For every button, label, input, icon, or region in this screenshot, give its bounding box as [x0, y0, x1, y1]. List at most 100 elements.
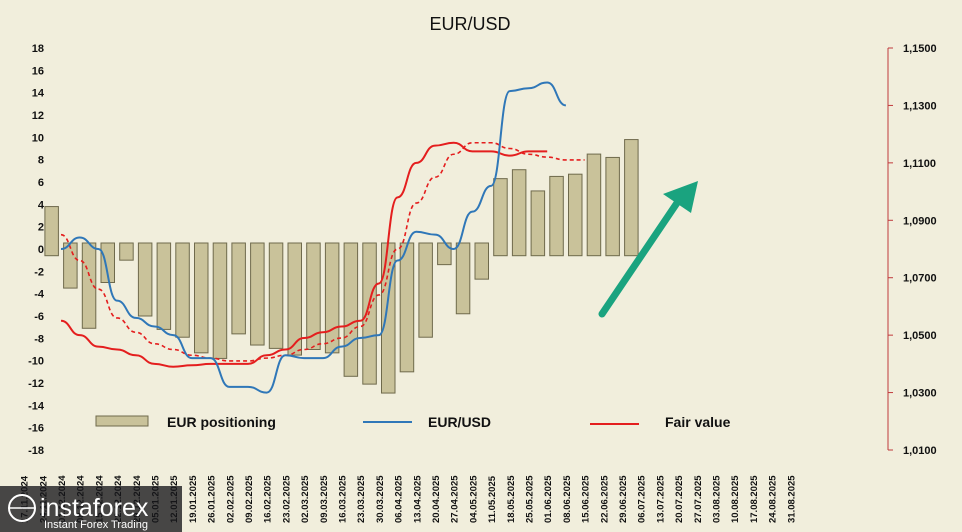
fair-value-line	[60, 141, 548, 368]
left-tick-label: -18	[28, 445, 44, 457]
x-tick-label: 17.08.2025	[749, 475, 760, 523]
x-tick-label: 19.01.2025	[188, 475, 199, 523]
positioning-bar	[455, 242, 471, 315]
x-tick-label: 04.05.2025	[468, 475, 479, 523]
x-tick-label: 30.03.2025	[375, 475, 386, 523]
left-tick-label: 16	[32, 65, 44, 77]
x-tick-label: 09.02.2025	[244, 475, 255, 523]
right-tick-label: 1,1300	[903, 100, 937, 112]
right-tick-label: 1,0900	[903, 215, 937, 227]
x-tick-label: 24.08.2025	[768, 475, 779, 523]
positioning-bar	[324, 242, 340, 354]
x-tick-label: 20.07.2025	[674, 475, 685, 523]
legend: EUR positioning EUR/USD Fair value	[95, 414, 731, 430]
x-tick-label: 18.05.2025	[506, 475, 517, 523]
legend-label-fair-value: Fair value	[665, 414, 731, 430]
x-tick-label: 16.02.2025	[263, 475, 274, 523]
logo: instaforex Instant Forex Trading	[0, 486, 182, 532]
positioning-bar	[530, 190, 546, 257]
x-tick-label: 20.04.2025	[431, 475, 442, 523]
logo-tagline: Instant Forex Trading	[44, 519, 148, 531]
positioning-bar	[418, 242, 433, 338]
x-tick-label: 22.06.2025	[599, 475, 610, 523]
left-tick-label: -2	[34, 266, 44, 278]
chart-title: EUR/USD	[429, 14, 510, 34]
positioning-bar	[568, 173, 583, 257]
positioning-bar	[474, 242, 489, 280]
positioning-bar	[605, 156, 620, 257]
x-tick-label: 03.08.2025	[712, 475, 723, 523]
positioning-bar	[100, 242, 115, 283]
x-tick-label: 16.03.2025	[338, 475, 349, 523]
positioning-bar	[44, 206, 59, 257]
x-tick-label: 08.06.2025	[562, 475, 573, 523]
positioning-bar	[119, 242, 134, 261]
left-tick-label: 4	[38, 199, 45, 211]
positioning-bar	[156, 242, 172, 330]
x-tick-label: 02.03.2025	[300, 475, 311, 523]
x-tick-label: 27.04.2025	[450, 475, 461, 523]
positioning-bar	[511, 169, 527, 257]
legend-swatch-positioning	[95, 415, 149, 427]
right-tick-label: 1,1500	[903, 43, 937, 55]
positioning-bar	[250, 242, 265, 346]
left-tick-label: 6	[38, 177, 44, 189]
right-tick-label: 1,1100	[903, 158, 936, 170]
positioning-bar	[63, 242, 78, 289]
right-tick-label: 1,0300	[903, 388, 937, 400]
positioning-bar	[268, 242, 284, 349]
left-tick-label: 2	[38, 222, 44, 234]
left-tick-label: -12	[28, 378, 44, 390]
x-tick-label: 15.06.2025	[581, 475, 592, 523]
x-tick-label: 02.02.2025	[225, 475, 236, 523]
left-tick-label: 10	[32, 132, 44, 144]
x-tick-label: 27.07.2025	[693, 475, 704, 523]
left-tick-label: -14	[28, 400, 45, 412]
right-tick-label: 1,0500	[903, 330, 937, 342]
x-tick-label: 23.02.2025	[281, 475, 292, 523]
left-tick-label: -4	[34, 289, 45, 301]
legend-label-positioning: EUR positioning	[167, 414, 276, 430]
right-tick-label: 1,0100	[903, 445, 937, 457]
left-tick-label: -6	[34, 311, 44, 323]
left-tick-label: 12	[32, 110, 44, 122]
left-tick-label: -16	[28, 423, 44, 435]
legend-label-eurusd: EUR/USD	[428, 414, 491, 430]
x-tick-label: 11.05.2025	[487, 475, 498, 523]
positioning-bar	[306, 242, 321, 350]
left-tick-label: -8	[34, 333, 44, 345]
positioning-bar	[493, 178, 508, 257]
positioning-bar	[549, 175, 564, 257]
logo-name: instaforex	[40, 494, 149, 522]
positioning-bar	[175, 242, 190, 338]
x-tick-label: 06.07.2025	[637, 475, 648, 523]
left-tick-label: 14	[32, 88, 45, 100]
x-tick-label: 26.01.2025	[207, 475, 218, 523]
x-tick-label: 13.04.2025	[412, 475, 423, 523]
positioning-bar	[212, 242, 228, 359]
positioning-bar	[586, 153, 602, 257]
positioning-bar	[287, 242, 302, 356]
positioning-bar	[137, 242, 153, 317]
left-tick-label: 8	[38, 155, 44, 167]
x-tick-label: 09.03.2025	[319, 475, 330, 523]
arrow-shaft	[598, 193, 685, 318]
left-tick-label: 18	[32, 43, 44, 55]
left-tick-label: 0	[38, 244, 44, 256]
positioning-bar	[343, 242, 359, 377]
eur-usd-line	[60, 81, 567, 394]
x-tick-label: 25.05.2025	[525, 475, 536, 523]
x-tick-label: 10.08.2025	[730, 475, 741, 523]
x-tick-label: 06.04.2025	[394, 475, 405, 523]
positioning-bar	[624, 139, 639, 257]
right-tick-label: 1,0700	[903, 273, 937, 285]
upward-arrow	[598, 181, 698, 318]
positioning-bar	[362, 242, 377, 385]
x-tick-label: 23.03.2025	[356, 475, 367, 523]
fair-value-moving-average--line	[60, 141, 585, 362]
logo-background	[0, 486, 182, 532]
x-tick-label: 13.07.2025	[655, 475, 666, 523]
right-axis: 1,0100 1,0300 1,0500 1,0700 1,0900 1,1100 1,13…	[888, 43, 937, 457]
left-tick-label: -10	[28, 356, 44, 368]
